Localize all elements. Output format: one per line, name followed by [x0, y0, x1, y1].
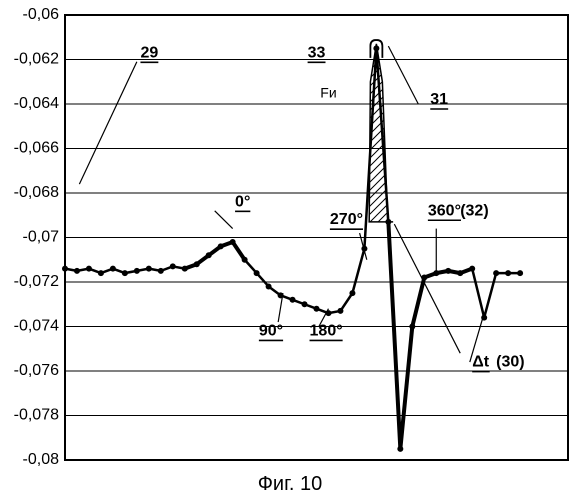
svg-text:Fи: Fи	[320, 84, 336, 100]
svg-text:-0,08: -0,08	[23, 451, 60, 468]
svg-text:0°: 0°	[235, 193, 250, 210]
svg-text:90°: 90°	[259, 322, 283, 339]
svg-text:-0,068: -0,068	[14, 184, 59, 201]
svg-text:-0,064: -0,064	[14, 95, 59, 112]
svg-text:-0,06: -0,06	[23, 6, 60, 23]
svg-text:31: 31	[430, 91, 448, 108]
figure-caption: Фиг. 10	[0, 473, 580, 496]
svg-text:180°: 180°	[310, 322, 343, 339]
figure-wrapper: -0,06 -0,062 -0,064 -0,066 -0,068 -0,07 -0,072…	[0, 0, 580, 500]
svg-text:-0,062: -0,062	[14, 51, 59, 68]
chart-svg: -0,06 -0,062 -0,064 -0,066 -0,068 -0,07 -0,072…	[0, 0, 580, 500]
svg-text:(32): (32)	[460, 202, 488, 219]
svg-text:-0,076: -0,076	[14, 362, 59, 379]
svg-text:-0,066: -0,066	[14, 140, 59, 157]
svg-text:360°: 360°	[428, 202, 461, 219]
svg-text:-0,072: -0,072	[14, 273, 59, 290]
svg-text:-0,07: -0,07	[23, 229, 60, 246]
svg-text:(30): (30)	[496, 354, 524, 371]
svg-text:33: 33	[308, 44, 326, 61]
svg-text:Δt: Δt	[472, 354, 490, 371]
svg-text:-0,078: -0,078	[14, 407, 59, 424]
svg-text:29: 29	[140, 44, 158, 61]
svg-text:270°: 270°	[330, 211, 363, 228]
svg-text:-0,074: -0,074	[14, 318, 59, 335]
